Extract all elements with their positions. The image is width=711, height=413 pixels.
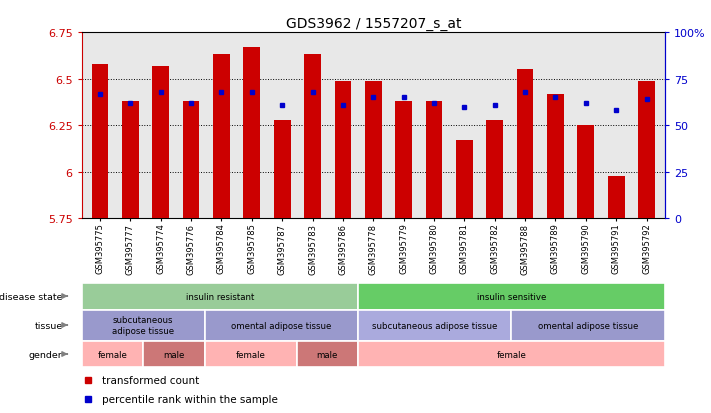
Bar (638, 81, 655, 219)
Bar (486, 121, 503, 219)
Title: GDS3962 / 1557207_s_at: GDS3962 / 1557207_s_at (286, 17, 461, 31)
Text: transformed count: transformed count (102, 375, 199, 385)
Text: percentile rank within the sample: percentile rank within the sample (102, 394, 278, 404)
Text: female: female (97, 350, 127, 358)
Bar (335, 81, 351, 219)
Text: male: male (316, 350, 338, 358)
Bar (152, 66, 169, 219)
Bar (365, 81, 382, 219)
Text: gender: gender (29, 350, 63, 358)
Text: omental adipose tissue: omental adipose tissue (231, 321, 331, 330)
Text: subcutaneous
adipose tissue: subcutaneous adipose tissue (112, 316, 174, 335)
Text: disease state: disease state (0, 292, 63, 301)
Text: insulin sensitive: insulin sensitive (476, 292, 546, 301)
Text: subcutaneous adipose tissue: subcutaneous adipose tissue (372, 321, 497, 330)
Text: female: female (496, 350, 526, 358)
Bar (426, 102, 442, 219)
Text: omental adipose tissue: omental adipose tissue (538, 321, 638, 330)
Bar (577, 126, 594, 219)
Bar (547, 95, 564, 219)
Bar (608, 176, 624, 219)
Text: tissue: tissue (34, 321, 63, 330)
Bar (274, 121, 291, 219)
Bar (92, 64, 108, 219)
Bar (395, 102, 412, 219)
Bar (304, 55, 321, 219)
Bar (122, 102, 139, 219)
Text: insulin resistant: insulin resistant (186, 292, 254, 301)
Text: male: male (163, 350, 185, 358)
Text: female: female (235, 350, 265, 358)
Bar (183, 102, 199, 219)
Bar (517, 70, 533, 219)
Bar (456, 141, 473, 219)
Bar (243, 48, 260, 219)
Bar (213, 55, 230, 219)
